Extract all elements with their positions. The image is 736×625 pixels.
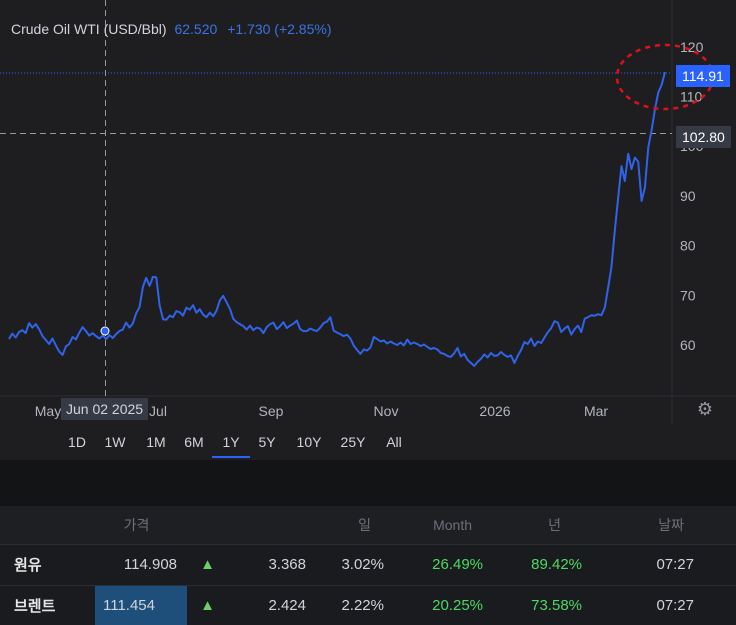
legend-instrument-name: Crude Oil WTI (USD/Bbl)	[11, 21, 167, 37]
x-tick-label: Jul	[149, 403, 167, 419]
row-change: 2.424	[237, 584, 315, 625]
header-month: Month	[393, 506, 492, 545]
range-button-6m[interactable]: 6M	[184, 434, 204, 450]
divider-band	[0, 460, 736, 506]
header-year: 년	[492, 506, 591, 545]
row-name[interactable]: 브렌트	[0, 584, 95, 625]
x-tick-label: Nov	[374, 403, 399, 419]
row-time: 07:27	[591, 544, 736, 585]
current-price-tag: 114.91	[676, 65, 730, 87]
range-button-1m[interactable]: 1M	[146, 434, 166, 450]
row-price: 111.454	[95, 584, 187, 625]
header-day: 일	[315, 506, 393, 545]
table-row[interactable]: 브렌트 111.454 ▲ 2.424 2.22% 20.25% 73.58% …	[0, 584, 736, 625]
x-tick-label: Sep	[259, 403, 284, 419]
x-tick-label: May	[35, 403, 61, 419]
y-axis: 60708090100110120	[680, 39, 704, 353]
range-button-5y[interactable]: 5Y	[258, 434, 276, 450]
header-name	[0, 506, 95, 545]
table-row[interactable]: 원유 114.908 ▲ 3.368 3.02% 26.49% 89.42% 0…	[0, 544, 736, 585]
row-day-pct: 2.22%	[315, 584, 393, 625]
row-change: 3.368	[237, 544, 315, 585]
crosshair-date-label: Jun 02 2025	[61, 398, 149, 420]
x-axis: May Sep Nov 2026 Mar Jul	[35, 403, 609, 419]
header-price: 가격	[95, 506, 187, 545]
series-line-wti	[8, 71, 666, 367]
quotes-table: 가격 일 Month 년 날짜 원유 114.908 ▲ 3.368 3.02%…	[0, 506, 736, 625]
legend-last-value: 62.520	[174, 21, 218, 37]
crosshair-price-tag: 102.80	[676, 126, 731, 148]
y-tick-label: 90	[680, 188, 696, 204]
row-year-pct: 89.42%	[492, 544, 591, 585]
range-button-10y[interactable]: 10Y	[296, 434, 322, 450]
header-date: 날짜	[591, 506, 736, 545]
gear-icon[interactable]: ⚙	[696, 399, 714, 419]
y-tick-label: 60	[680, 337, 696, 353]
y-tick-label: 70	[680, 287, 696, 303]
y-tick-label: 80	[680, 238, 696, 254]
x-tick-label: Mar	[584, 403, 608, 419]
x-tick-label: 2026	[479, 403, 510, 419]
legend-change: +1.730 (+2.85%)	[227, 21, 332, 37]
table-header-row: 가격 일 Month 년 날짜	[0, 506, 736, 545]
y-tick-label: 110	[680, 89, 703, 105]
hover-point	[100, 326, 110, 336]
range-button-1y[interactable]: 1Y	[212, 424, 250, 458]
row-day-pct: 3.02%	[315, 544, 393, 585]
range-button-all[interactable]: All	[386, 434, 402, 450]
y-tick-label: 120	[680, 39, 704, 55]
row-price: 114.908	[95, 544, 187, 585]
header-arrow	[187, 506, 237, 545]
header-change	[237, 506, 315, 545]
row-month-pct: 26.49%	[393, 544, 492, 585]
row-time: 07:27	[591, 584, 736, 625]
range-selector: 1D 1W 1M 6M 1Y 5Y 10Y 25Y All	[0, 424, 736, 460]
up-arrow-icon: ▲	[187, 544, 237, 585]
up-arrow-icon: ▲	[187, 584, 237, 625]
row-month-pct: 20.25%	[393, 584, 492, 625]
row-year-pct: 73.58%	[492, 584, 591, 625]
chart-legend: Crude Oil WTI (USD/Bbl) 62.520 +1.730 (+…	[11, 21, 331, 37]
range-button-25y[interactable]: 25Y	[340, 434, 366, 450]
range-button-1d[interactable]: 1D	[68, 434, 86, 450]
range-button-1w[interactable]: 1W	[104, 434, 126, 450]
row-name[interactable]: 원유	[0, 544, 95, 585]
